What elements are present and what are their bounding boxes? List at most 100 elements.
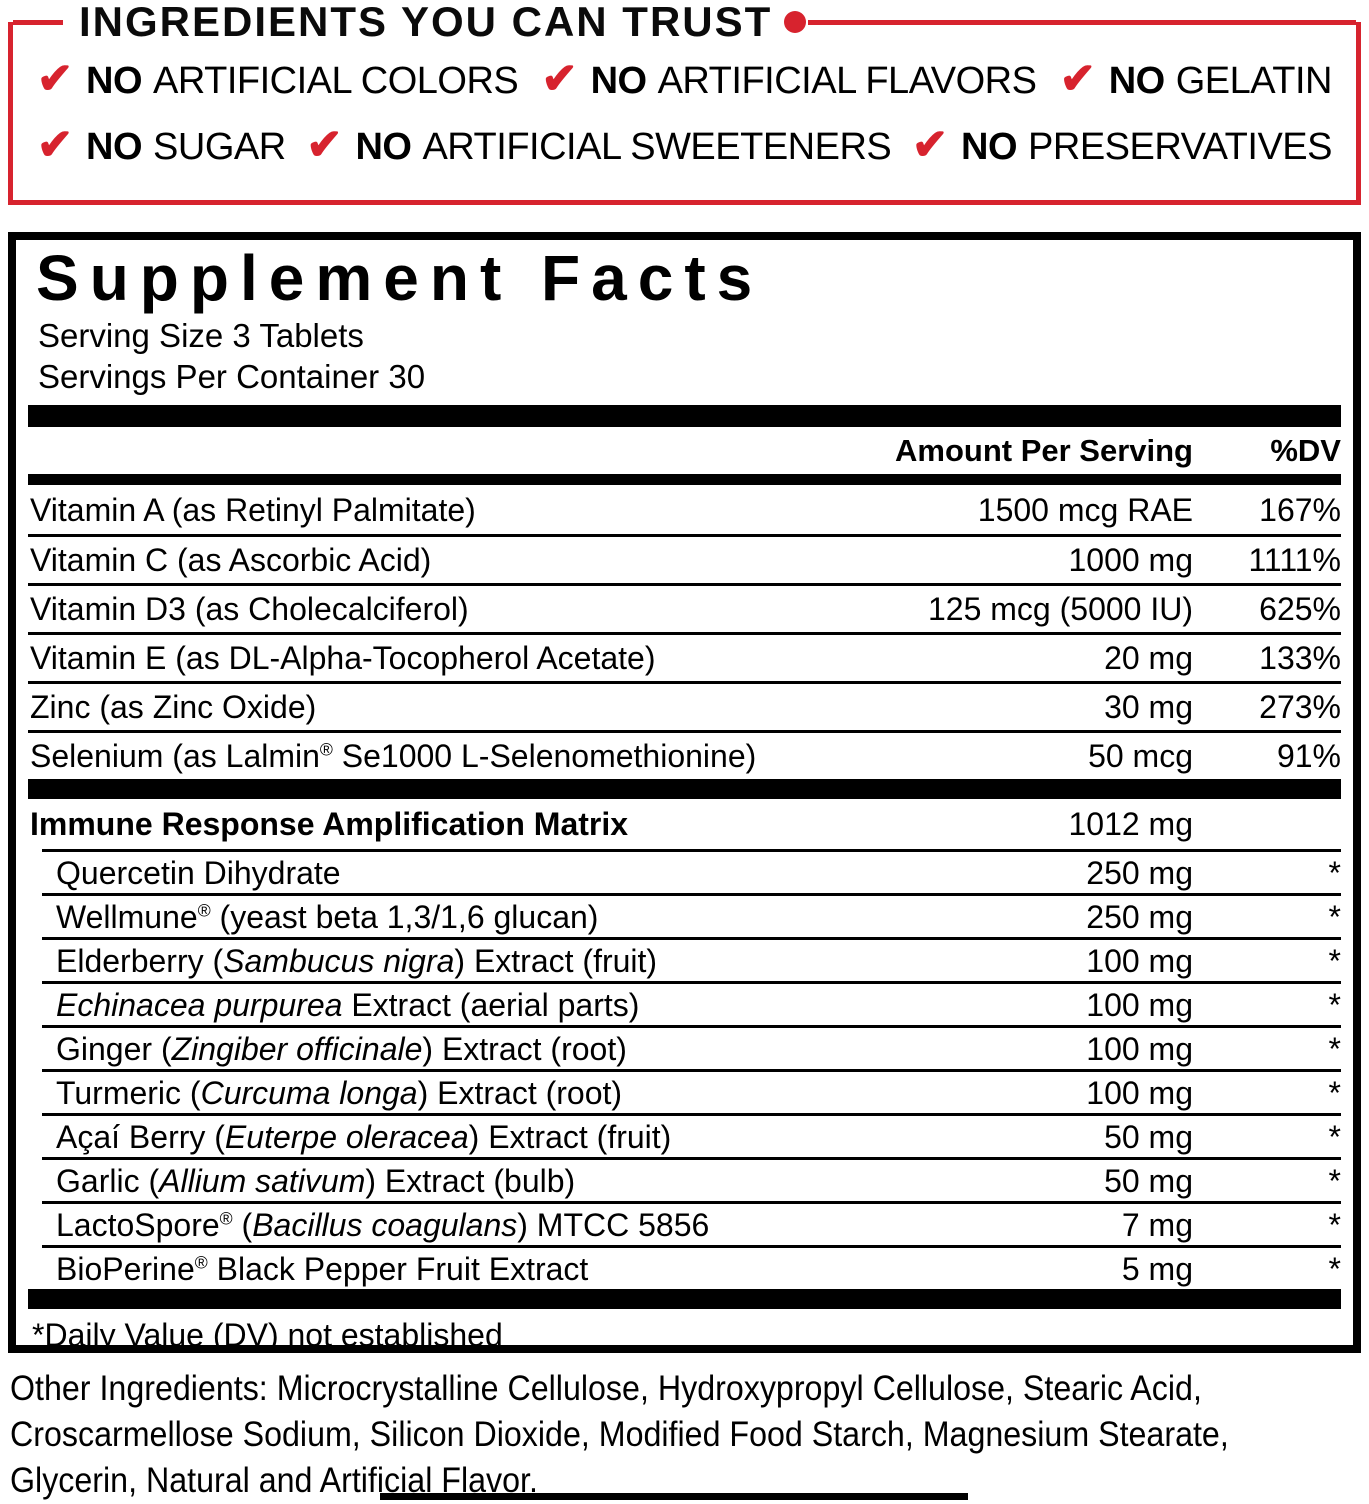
row-name-segment: Vitamin C (as Ascorbic Acid) xyxy=(30,542,432,578)
checkmark-icon: ✔ xyxy=(912,120,949,169)
row-dv: * xyxy=(1328,898,1341,935)
column-header-amount: Amount Per Serving xyxy=(895,433,1193,468)
table-header-row: Amount Per Serving %DV xyxy=(28,427,1341,474)
row-name-segment: Euterpe oleracea xyxy=(224,1118,469,1155)
row-name: Ginger (Zingiber officinale) Extract (ro… xyxy=(42,1031,627,1067)
row-name-segment: Turmeric ( xyxy=(56,1074,201,1111)
table-row: Wellmune® (yeast beta 1,3/1,6 glucan) 250… xyxy=(42,893,1341,937)
row-name-segment: ® xyxy=(194,1251,208,1272)
row-name-segment: ) Extract (root) xyxy=(417,1074,623,1111)
row-name-segment: ) MTCC 5856 xyxy=(517,1206,710,1243)
badge-row-1: ✔ NO ARTIFICIAL COLORS ✔ NO ARTIFICIAL FLAVOR… xyxy=(13,54,1356,108)
badge-item: ✔ NO ARTIFICIAL FLAVORS xyxy=(541,54,1037,103)
table-row: Vitamin C (as Ascorbic Acid) 1000 mg 1111% xyxy=(28,534,1341,583)
main-rows-group: Vitamin A (as Retinyl Palmitate) 1500 mcg… xyxy=(28,485,1341,779)
other-ingredients-line: Croscarmellose Sodium, Silicon Dioxide, … xyxy=(10,1415,1229,1454)
table-row: Turmeric (Curcuma longa) Extract (root) 1… xyxy=(42,1069,1341,1113)
row-name-segment: Quercetin Dihydrate xyxy=(56,854,341,891)
row-name: Açaí Berry (Euterpe oleracea) Extract (f… xyxy=(42,1119,671,1155)
row-name-segment: Zinc (as Zinc Oxide) xyxy=(30,689,317,725)
matrix-sub-rows-group: Quercetin Dihydrate 250 mg * Wellmune® (yea… xyxy=(28,849,1341,1289)
table-row: Selenium (as Lalmin® Se1000 L-Selenometh… xyxy=(28,730,1341,779)
row-name-segment: ) Extract (fruit) xyxy=(454,942,658,979)
row-name: BioPerine® Black Pepper Fruit Extract xyxy=(42,1251,588,1287)
row-name: LactoSpore® (Bacillus coagulans) MTCC 58… xyxy=(42,1207,709,1243)
row-dv: 133% xyxy=(1259,640,1341,676)
row-name-segment: Curcuma longa xyxy=(200,1074,418,1111)
row-dv: 273% xyxy=(1259,689,1341,725)
badge-item-no: NO xyxy=(590,59,648,102)
row-amount: 125 mcg (5000 IU) xyxy=(927,591,1193,627)
row-amount: 7 mg xyxy=(1121,1206,1193,1243)
row-name: Selenium (as Lalmin® Se1000 L-Selenometh… xyxy=(28,738,756,774)
facts-title: Supplement Facts xyxy=(36,242,764,314)
row-dv: * xyxy=(1328,986,1341,1023)
row-dv: * xyxy=(1328,854,1341,891)
table-row: Zinc (as Zinc Oxide) 30 mg 273% xyxy=(28,681,1341,730)
row-name: Quercetin Dihydrate xyxy=(42,855,341,891)
row-dv: * xyxy=(1328,1118,1341,1155)
table-row: Quercetin Dihydrate 250 mg * xyxy=(42,849,1341,893)
table-row: Vitamin D3 (as Cholecalciferol) 125 mcg (… xyxy=(28,583,1341,632)
row-dv: 1111% xyxy=(1248,542,1341,578)
row-name-segment: Elderberry ( xyxy=(56,942,224,979)
matrix-divider-bar xyxy=(28,779,1341,799)
row-name-segment: Garlic ( xyxy=(56,1162,160,1199)
row-name-segment: Zingiber officinale xyxy=(171,1030,423,1067)
row-name-segment: (yeast beta 1,3/1,6 glucan) xyxy=(210,898,599,935)
row-name-segment: Se1000 L-Selenomethionine) xyxy=(332,738,757,774)
row-name-segment: Selenium (as Lalmin xyxy=(30,738,320,774)
row-name-segment: ® xyxy=(219,1207,233,1228)
row-name-segment: ( xyxy=(232,1206,253,1243)
row-amount: 30 mg xyxy=(1104,689,1193,725)
badge-item-label: GELATIN xyxy=(1175,59,1333,102)
row-name-segment: BioPerine xyxy=(56,1250,195,1287)
table-row: Açaí Berry (Euterpe oleracea) Extract (f… xyxy=(42,1113,1341,1157)
row-dv: * xyxy=(1328,1162,1341,1199)
row-amount: 5 mg xyxy=(1121,1250,1193,1287)
row-amount: 1012 mg xyxy=(1068,806,1193,842)
row-amount: 50 mg xyxy=(1104,1118,1193,1155)
badge-item-no: NO xyxy=(86,125,143,168)
table-row: Elderberry (Sambucus nigra) Extract (fru… xyxy=(42,937,1341,981)
table-row: Vitamin E (as DL-Alpha-Tocopherol Acetat… xyxy=(28,632,1341,681)
other-ingredients: Other Ingredients: Microcrystalline Cell… xyxy=(10,1366,1353,1504)
row-amount: 100 mg xyxy=(1086,942,1193,979)
table-row: LactoSpore® (Bacillus coagulans) MTCC 58… xyxy=(42,1201,1341,1245)
row-amount: 100 mg xyxy=(1086,986,1193,1023)
row-name-segment: Allium sativum xyxy=(159,1162,366,1199)
row-name-segment: ® xyxy=(197,899,211,920)
column-header-dv: %DV xyxy=(1270,433,1341,468)
badge-title-row: INGREDIENTS YOU CAN TRUST xyxy=(13,0,1356,48)
row-dv: * xyxy=(1328,1250,1341,1287)
row-dv: * xyxy=(1328,1030,1341,1067)
row-name-segment: Wellmune xyxy=(56,898,198,935)
badge-title: INGREDIENTS YOU CAN TRUST xyxy=(79,0,773,45)
serving-size: Serving Size 3 Tablets xyxy=(38,317,364,354)
row-name-segment: LactoSpore xyxy=(56,1206,220,1243)
badge-border-line xyxy=(808,19,1356,25)
checkmark-icon: ✔ xyxy=(541,54,578,103)
row-name-segment: ) Extract (bulb) xyxy=(365,1162,576,1199)
badge-item: ✔ NO PRESERVATIVES xyxy=(912,120,1332,169)
badge-row-2: ✔ NO SUGAR ✔ NO ARTIFICIAL SWEETENERS ✔ NO PRESE… xyxy=(13,120,1356,174)
checkmark-icon: ✔ xyxy=(306,120,343,169)
badge-item-label: ARTIFICIAL SWEETENERS xyxy=(422,125,892,168)
footnote-divider-bar xyxy=(28,1289,1341,1309)
badge-item-label: PRESERVATIVES xyxy=(1028,125,1332,168)
row-dv: * xyxy=(1328,1206,1341,1243)
badge-item: ✔ NO ARTIFICIAL COLORS xyxy=(37,57,519,103)
row-dv: 91% xyxy=(1276,738,1341,774)
row-name-segment: Black Pepper Fruit Extract xyxy=(207,1250,589,1287)
row-name: Zinc (as Zinc Oxide) xyxy=(28,689,316,725)
row-name-segment: Ginger ( xyxy=(56,1030,172,1067)
row-dv: * xyxy=(1328,1074,1341,1111)
row-name: Wellmune® (yeast beta 1,3/1,6 glucan) xyxy=(42,899,598,935)
table-row: Vitamin A (as Retinyl Palmitate) 1500 mcg… xyxy=(28,485,1341,534)
row-name-segment: Extract (aerial parts) xyxy=(342,986,640,1023)
row-dv: 167% xyxy=(1259,491,1341,528)
row-amount: 100 mg xyxy=(1086,1030,1193,1067)
badge-item: ✔ NO GELATIN xyxy=(1060,57,1333,103)
badge-border-segment xyxy=(13,19,63,25)
row-amount: 50 mg xyxy=(1104,1162,1193,1199)
